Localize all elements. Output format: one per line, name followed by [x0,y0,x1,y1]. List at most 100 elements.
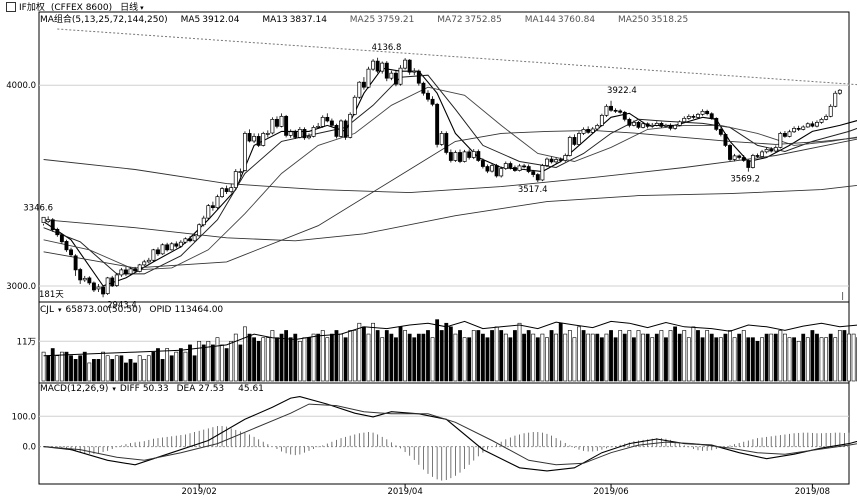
candle-body [256,136,261,146]
candle-body [494,165,499,177]
candle-body [270,118,275,134]
volume-bar [718,337,723,382]
candle-body [618,110,623,113]
volume-bar [448,326,453,382]
checkbox-icon[interactable] [6,2,16,12]
candle-body [142,261,147,266]
volume-bar [302,337,307,382]
volume-bar [215,337,220,382]
candle-body [69,249,73,256]
candle-body [265,133,270,135]
macd-panel [43,396,857,481]
volume-legend-label: CJL [40,305,54,315]
candle-body [261,133,266,146]
candle-body [105,277,110,294]
volume-bar [362,326,366,382]
candle-body [224,188,229,192]
candle-body [279,115,284,127]
candle-body [613,109,618,112]
diff-label: DIFF [119,384,140,394]
volume-bar [439,330,444,382]
price-tick-label: 3000.0 [6,282,36,292]
volume-bar [297,340,302,382]
candle-body [517,165,522,171]
volume-bar [384,330,389,382]
volume-bar [151,351,156,382]
candle-body [435,103,440,145]
period-label: 日线 [120,2,139,13]
candle-body [522,165,527,168]
candle-body [572,137,577,145]
volume-bar [178,348,183,382]
x-tick-label: 2019/08 [795,487,830,497]
candle-body [334,125,339,137]
candle-body [805,123,810,128]
opid-label: OPID [149,305,172,315]
candle-body [801,126,806,130]
candle-body [824,115,829,120]
price-annotation: 3517.4 [518,185,548,195]
volume-bar [261,337,266,382]
volume-bar [92,359,96,382]
candle-body [599,114,604,126]
candle-body [732,155,737,160]
candle-body [773,147,778,152]
volume-bar [627,330,632,382]
candle-body [673,125,678,129]
candle-body [398,67,403,85]
candle-body [229,187,234,192]
chevron-down-icon[interactable]: ▾ [57,306,62,314]
candle-body [796,128,801,130]
candle-body [343,120,348,138]
volume-bar [508,337,513,382]
chevron-down-icon[interactable]: ▾ [112,385,116,393]
ma5-line [43,67,857,287]
candle-body [325,116,330,122]
volume-bar [535,337,540,382]
candle-body [201,217,206,226]
volume-bar [243,326,247,382]
volume-bar [46,355,51,382]
candle-body [540,165,545,181]
volume-bar [357,322,362,382]
candle-body [87,277,92,284]
period-dropdown[interactable]: 日线 ▾ [120,3,154,13]
candle-body [462,151,467,162]
candle-body [563,155,568,161]
axis-labels: 4000.0 3000.0 11万 100.0 0.0 2019/02 2019/04 201… [6,43,830,497]
volume-bar [316,333,321,382]
candle-body [137,264,142,272]
candle-body [247,133,252,142]
volume-bar [233,333,238,382]
volume-bar [490,330,494,382]
candle-body [110,277,115,287]
candle-body [151,249,156,261]
candle-body [293,131,298,138]
volume-bar [787,337,792,382]
volume-bar [366,333,371,382]
candle-body [238,171,243,173]
candle-body [233,171,238,188]
volume-bar [682,330,687,382]
candle-body [682,117,687,123]
price-annotation: 2943.4 [107,300,137,310]
volume-bar [252,337,256,382]
x-tick-label: 2019/06 [593,487,628,497]
volume-bar [696,330,700,382]
candle-body [750,155,755,168]
volume-bar [531,333,536,382]
candle-body [50,219,55,231]
candle-body [718,129,723,135]
candle-body [297,129,302,138]
volume-bar [609,330,613,382]
grid-lines [39,28,857,448]
candle-body [412,70,417,73]
volume-bar [746,337,751,382]
volume-bar [174,351,179,382]
volume-bar [677,333,682,382]
volume-bar [220,344,224,382]
volume-bar [851,333,856,382]
candle-body [371,60,376,70]
ma5-name: MA5 [180,15,201,25]
